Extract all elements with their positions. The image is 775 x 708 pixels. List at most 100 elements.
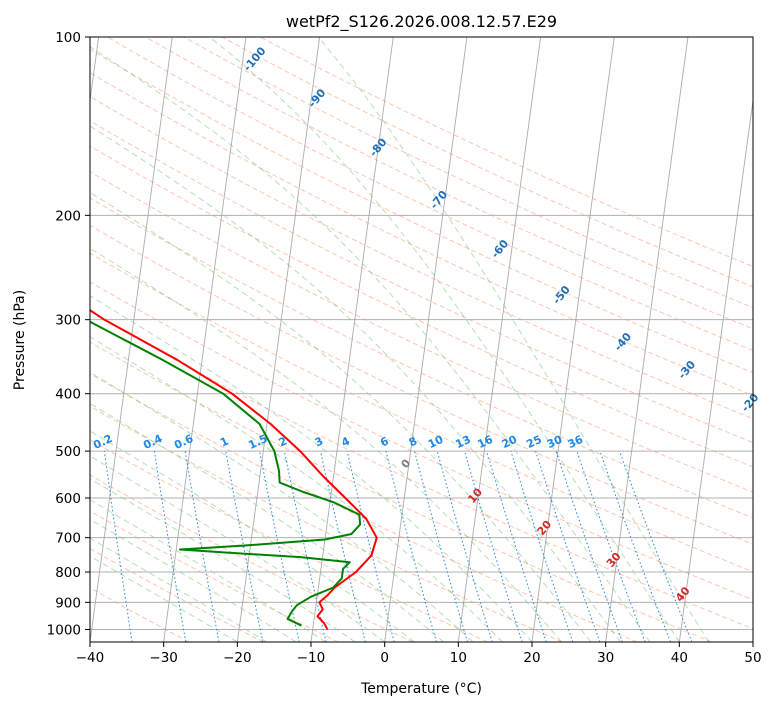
moist-adiabat — [90, 295, 533, 642]
moist-adiabat — [90, 499, 327, 642]
pressure-gridlines — [90, 37, 753, 630]
mixing-ratio-label: 4 — [339, 434, 352, 449]
moist-adiabat — [317, 37, 710, 642]
dry-adiabat — [90, 548, 264, 642]
mixing-ratio-line — [510, 450, 574, 642]
dry-adiabat — [90, 373, 638, 642]
dry-adiabat — [90, 439, 488, 642]
isotherm-line — [310, 37, 394, 642]
moist-adiabat — [90, 336, 503, 642]
isotherm-line — [752, 638, 753, 642]
y-tick-label: 600 — [55, 491, 81, 507]
moist-adiabat — [90, 402, 444, 642]
moist-adiabat — [90, 555, 238, 642]
mixing-ratio-line — [555, 450, 623, 642]
y-tick-label: 900 — [55, 595, 81, 611]
mixing-ratio-label: 36 — [566, 433, 586, 451]
mixing-ratio-line — [618, 450, 693, 642]
isotherm-label: -20 — [739, 391, 762, 415]
y-tick-label: 500 — [55, 444, 81, 460]
plot-frame — [89, 36, 754, 643]
mixing-ratio-label: 3 — [313, 434, 325, 449]
dry-adiabat — [90, 252, 753, 573]
x-tick-label: −10 — [297, 650, 326, 666]
isotherm-line — [384, 37, 468, 642]
isotherm-line — [236, 37, 321, 642]
x-tick-label: −30 — [149, 650, 178, 666]
isotherm-label: 0 — [398, 456, 413, 470]
moist-adiabat — [90, 537, 268, 642]
dewpoint-profile-line — [90, 320, 362, 627]
mixing-ratio-labels: 0.2 0.4 0.6 1 1.5 2 3 4 6 8 10 13 16 20 25 30 36 — [91, 432, 585, 452]
y-tick-label: 400 — [55, 387, 81, 403]
x-axis: −40 −30 −20 −10 0 10 20 30 40 50 — [76, 642, 762, 666]
moist-adiabat — [90, 46, 651, 642]
x-tick-label: −40 — [76, 650, 105, 666]
mixing-ratio-line — [436, 450, 493, 642]
isotherm-line — [163, 37, 247, 642]
dry-adiabat — [183, 37, 753, 309]
mixing-ratio-line — [320, 450, 366, 642]
isotherm-line — [90, 37, 100, 104]
x-axis-label: Temperature (°C) — [360, 681, 482, 697]
mixing-ratio-label: 0.4 — [141, 432, 164, 452]
mixing-ratio-label: 8 — [407, 434, 419, 449]
dry-adiabat — [90, 171, 753, 493]
mixing-ratio-label: 1 — [218, 434, 230, 449]
isotherm-label: -60 — [489, 237, 512, 261]
mixing-ratio-label: 2 — [277, 434, 289, 449]
isotherm-lines — [90, 37, 753, 642]
profile-lines — [90, 308, 378, 630]
isotherm-label: 40 — [673, 584, 693, 604]
dry-adiabat — [90, 48, 753, 374]
moist-adiabat — [209, 37, 680, 642]
dry-adiabat — [90, 145, 753, 468]
isotherm-label: -90 — [306, 86, 329, 110]
mixing-ratio-line — [535, 450, 601, 642]
mixing-ratio-label: 10 — [426, 433, 446, 451]
x-tick-label: 10 — [450, 650, 467, 666]
x-tick-label: 50 — [744, 650, 761, 666]
y-tick-label: 700 — [55, 531, 81, 547]
chart-title: wetPf2_S126.2026.008.12.57.E29 — [286, 12, 557, 32]
dry-adiabat — [90, 405, 563, 642]
dry-adiabat — [107, 37, 753, 352]
dry-adiabat — [90, 281, 753, 601]
dry-adiabat — [90, 120, 753, 444]
mixing-ratio-line — [259, 451, 300, 642]
x-tick-label: 40 — [671, 650, 688, 666]
dry-adiabat — [259, 37, 753, 268]
mixing-ratio-lines — [14, 450, 693, 642]
mixing-ratio-label: 25 — [524, 433, 543, 451]
dry-adiabat — [90, 341, 712, 642]
moist-adiabat — [90, 518, 297, 642]
y-tick-label: 100 — [55, 30, 81, 46]
isotherm-line — [90, 37, 173, 642]
mixing-ratio-line — [414, 450, 468, 642]
isotherm-line — [531, 37, 615, 642]
isotherm-label: -30 — [675, 358, 698, 382]
mixing-ratio-label: 20 — [500, 433, 520, 451]
x-tick-label: 30 — [597, 650, 614, 666]
mixing-ratio-label: 16 — [476, 433, 496, 451]
moist-adiabat — [90, 371, 474, 642]
mixing-ratio-line — [385, 450, 437, 642]
isotherm-line — [678, 97, 753, 642]
isotherm-label: 10 — [465, 485, 485, 505]
y-axis: 100 200 300 400 500 600 700 800 900 1000 — [47, 30, 90, 638]
y-tick-label: 300 — [55, 313, 81, 329]
background-grid — [90, 37, 753, 642]
isotherm-label: -100 — [241, 44, 269, 74]
x-tick-label: 0 — [380, 650, 389, 666]
mixing-ratio-line — [14, 451, 35, 642]
isotherm-label: -50 — [550, 283, 573, 307]
temperature-profile-line — [90, 308, 378, 630]
y-tick-label: 800 — [55, 565, 81, 581]
moist-adiabat — [90, 478, 356, 642]
mixing-ratio-line — [599, 450, 672, 642]
y-axis-label: Pressure (hPa) — [12, 290, 28, 390]
mixing-ratio-label: 30 — [545, 433, 565, 451]
moist-adiabat — [90, 191, 592, 642]
dry-adiabat — [90, 95, 753, 420]
y-tick-label: 1000 — [47, 622, 81, 638]
